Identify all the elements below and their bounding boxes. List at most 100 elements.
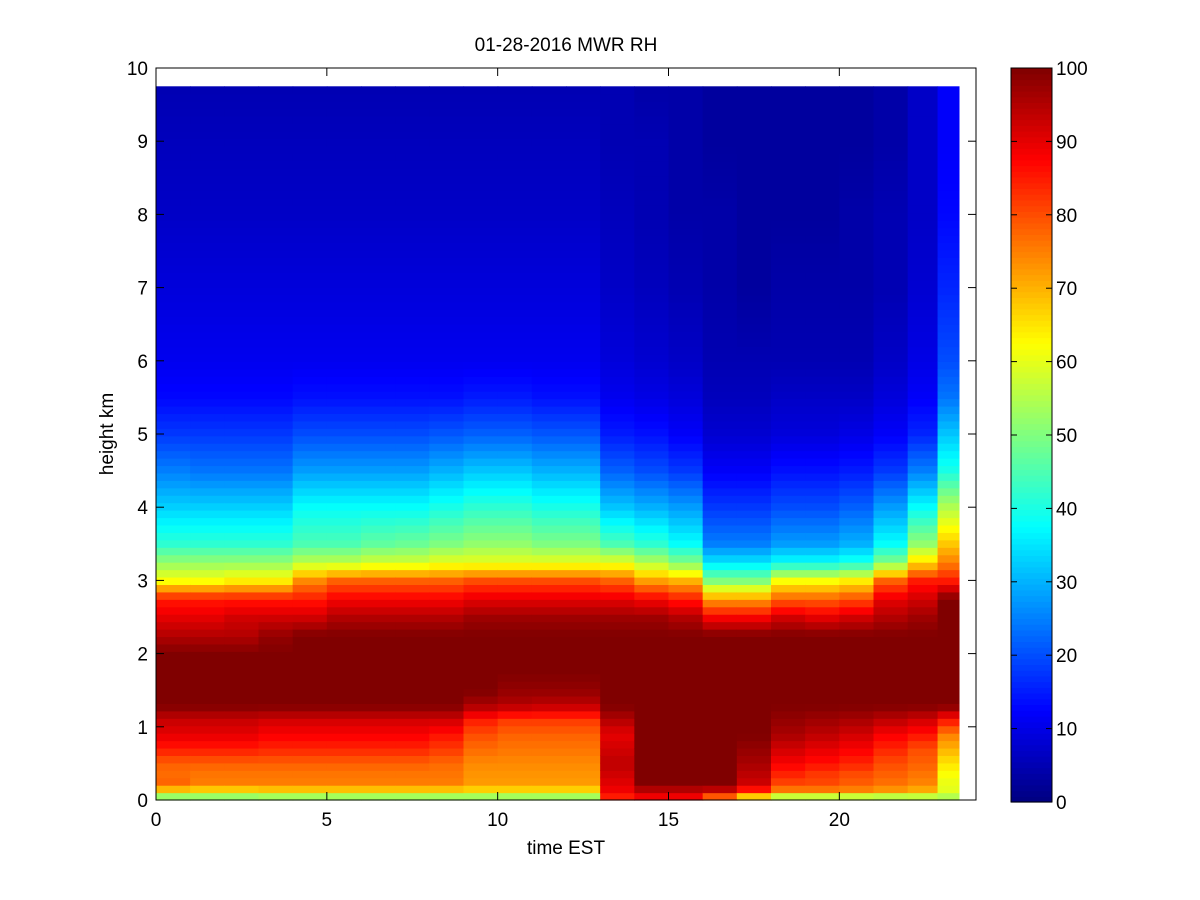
heatmap-cell <box>258 287 294 296</box>
heatmap-cell <box>190 703 225 712</box>
heatmap-cell <box>600 614 635 623</box>
heatmap-cell <box>566 569 601 578</box>
heatmap-cell <box>736 785 772 794</box>
heatmap-cell <box>429 710 465 719</box>
heatmap-cell <box>873 651 909 660</box>
heatmap-cell <box>361 294 396 303</box>
heatmap-cell <box>702 725 738 734</box>
heatmap-cell <box>156 93 191 102</box>
heatmap-cell <box>873 398 909 407</box>
heatmap-cell <box>566 703 601 712</box>
heatmap-cell <box>429 175 465 184</box>
heatmap-cell <box>805 777 840 786</box>
heatmap-cell <box>497 547 533 556</box>
heatmap-cell <box>736 123 772 132</box>
heatmap-cell <box>361 792 396 801</box>
heatmap-cell <box>395 242 430 251</box>
heatmap-cell <box>702 673 738 682</box>
colorbar-segment <box>1011 285 1052 293</box>
heatmap-cell <box>634 391 670 400</box>
heatmap-cell <box>839 272 875 281</box>
heatmap-cell <box>395 643 430 652</box>
heatmap-cell <box>361 272 396 281</box>
heatmap-cell <box>771 93 806 102</box>
heatmap-cell <box>258 480 294 489</box>
heatmap-cell <box>600 294 635 303</box>
heatmap-cell <box>190 472 225 481</box>
heatmap-cell <box>531 234 567 244</box>
heatmap-cell <box>497 495 533 504</box>
heatmap-cell <box>600 755 635 764</box>
colorbar-segment <box>1011 704 1052 711</box>
heatmap-cell <box>702 123 738 132</box>
heatmap-cell <box>566 301 601 310</box>
heatmap-cell <box>224 153 260 162</box>
heatmap-cell <box>429 376 465 385</box>
heatmap-cell <box>634 116 670 125</box>
heatmap-cell <box>839 227 875 236</box>
heatmap-cell <box>258 428 294 437</box>
heatmap-cell <box>566 413 601 422</box>
heatmap-cell <box>668 93 704 102</box>
heatmap-cell <box>937 138 960 147</box>
colorbar-segment <box>1011 228 1052 235</box>
heatmap-cell <box>395 309 430 318</box>
heatmap-cell <box>531 153 567 162</box>
heatmap-cell <box>702 175 738 184</box>
heatmap-cell <box>224 287 260 296</box>
heatmap-cell <box>771 220 806 229</box>
heatmap-cell <box>771 227 806 236</box>
heatmap-cell <box>361 279 396 288</box>
heatmap-cell <box>937 368 960 377</box>
heatmap-cell <box>156 510 191 519</box>
colorbar-segment <box>1011 578 1052 585</box>
heatmap-cell <box>190 517 225 526</box>
heatmap-cell <box>937 695 960 704</box>
heatmap-cell <box>839 220 875 229</box>
heatmap-cell <box>292 673 328 682</box>
heatmap-cell <box>531 718 567 727</box>
heatmap-cell <box>907 197 939 206</box>
heatmap-cell <box>429 539 465 548</box>
heatmap-cell <box>224 688 260 697</box>
heatmap-cell <box>805 145 840 154</box>
heatmap-cell <box>668 220 704 229</box>
heatmap-cell <box>361 487 396 496</box>
heatmap-cell <box>668 264 704 273</box>
heatmap-cell <box>531 584 567 593</box>
heatmap-cell <box>463 629 499 638</box>
heatmap-cell <box>497 777 533 786</box>
heatmap-cell <box>190 346 225 355</box>
colorbar-segment <box>1011 113 1052 121</box>
heatmap-cell <box>805 123 840 132</box>
heatmap-cell <box>326 361 362 370</box>
heatmap-cell <box>497 153 533 162</box>
heatmap-cell <box>839 710 875 719</box>
heatmap-cell <box>258 324 294 333</box>
heatmap-cell <box>702 517 738 526</box>
heatmap-cell <box>907 591 939 600</box>
heatmap-cell <box>805 175 840 184</box>
heatmap-cell <box>937 242 960 251</box>
heatmap-cell <box>190 205 225 214</box>
heatmap-cell <box>873 747 909 756</box>
heatmap-cell <box>326 220 362 229</box>
heatmap-cell <box>702 160 738 169</box>
heatmap-cell <box>429 651 465 660</box>
colorbar-segment <box>1011 73 1052 81</box>
heatmap-cell <box>907 324 939 333</box>
heatmap-cell <box>566 599 601 608</box>
heatmap-cell <box>771 272 806 281</box>
heatmap-cell <box>600 234 635 244</box>
colorbar-segment <box>1011 652 1052 660</box>
heatmap-cell <box>224 487 260 496</box>
heatmap-cell <box>463 428 499 437</box>
heatmap-cell <box>566 517 601 526</box>
heatmap-cell <box>190 435 225 444</box>
heatmap-cell <box>429 86 465 95</box>
heatmap-cell <box>907 368 939 377</box>
heatmap-cell <box>224 227 260 236</box>
heatmap-cell <box>395 554 430 563</box>
heatmap-cell <box>907 264 939 273</box>
heatmap-cell <box>395 524 430 533</box>
